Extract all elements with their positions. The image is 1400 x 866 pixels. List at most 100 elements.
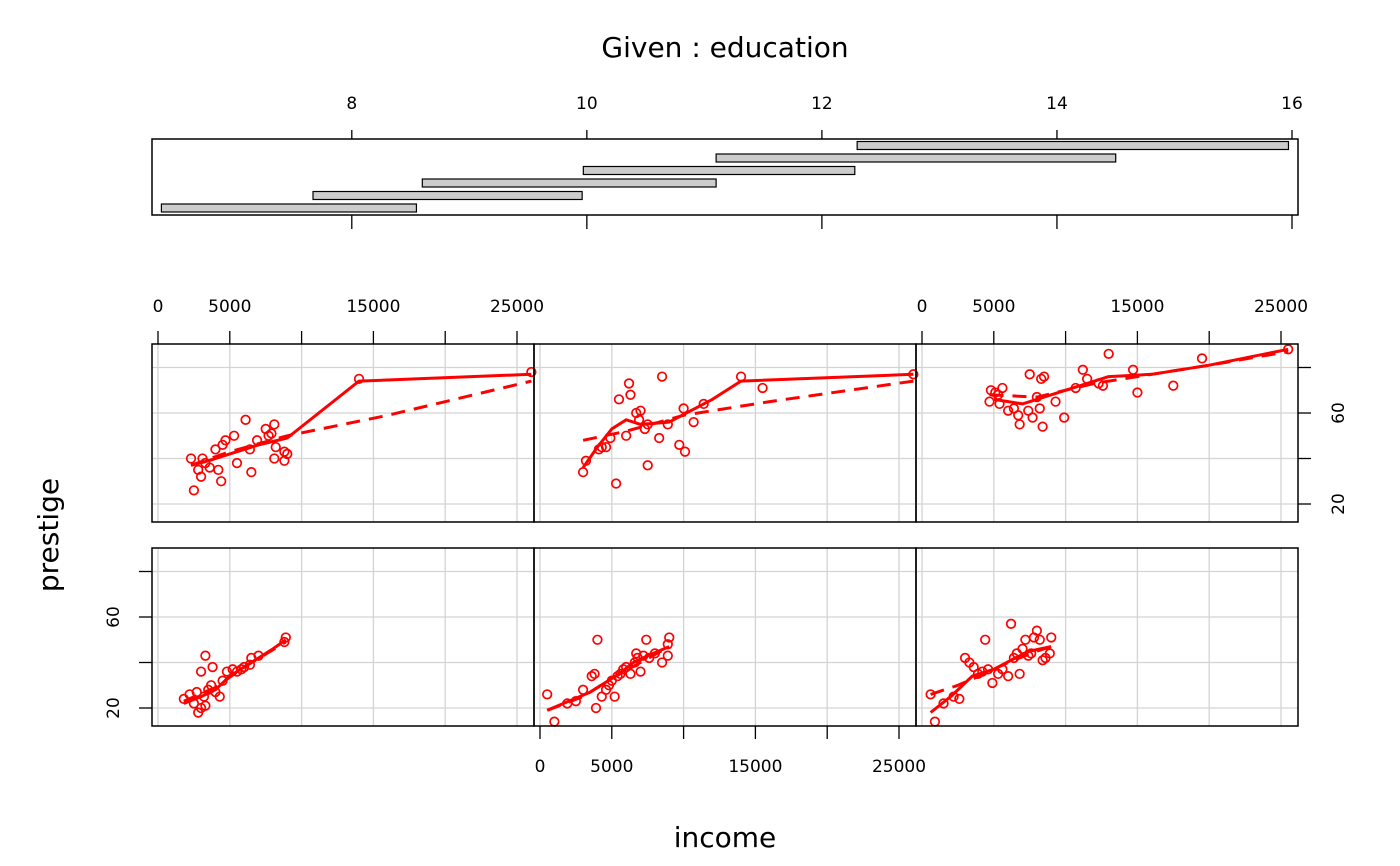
data-point xyxy=(185,453,197,464)
data-point xyxy=(239,661,250,673)
data-point xyxy=(1020,634,1031,645)
scatter-panel xyxy=(915,547,1299,727)
data-point xyxy=(994,398,1005,410)
data-point xyxy=(698,398,709,410)
panel-frame xyxy=(915,547,1299,727)
data-point xyxy=(1034,403,1045,414)
data-point xyxy=(980,634,991,645)
data-point xyxy=(656,371,668,382)
data-point xyxy=(656,657,668,668)
data-point xyxy=(623,378,635,389)
data-point xyxy=(977,666,988,677)
data-point xyxy=(216,476,227,487)
data-point xyxy=(207,661,218,673)
data-point xyxy=(592,634,603,645)
data-point xyxy=(609,691,620,702)
data-point xyxy=(1168,380,1179,391)
data-point xyxy=(200,700,211,711)
data-point xyxy=(195,471,207,482)
given-tick-label: 10 xyxy=(576,94,598,114)
data-point xyxy=(612,671,623,682)
data-point xyxy=(997,664,1008,675)
data-point xyxy=(662,419,673,430)
data-point xyxy=(1037,421,1048,432)
x-tick-label: 25000 xyxy=(490,297,544,317)
data-point xyxy=(635,666,646,677)
data-point xyxy=(1097,380,1109,391)
data-point xyxy=(1077,364,1088,375)
scatter-panel xyxy=(915,343,1299,523)
data-point xyxy=(641,634,652,645)
data-point xyxy=(908,369,919,380)
data-point xyxy=(270,441,281,453)
data-point xyxy=(674,439,685,451)
data-point xyxy=(757,382,768,394)
data-point xyxy=(997,382,1008,394)
data-point xyxy=(244,659,256,670)
given-frame xyxy=(151,138,1299,216)
data-point xyxy=(1059,412,1070,423)
data-point xyxy=(253,650,264,661)
data-point xyxy=(948,691,959,702)
y-tick-label: 20 xyxy=(1329,493,1349,515)
data-point xyxy=(1132,387,1143,398)
data-point xyxy=(188,485,200,496)
data-point xyxy=(600,441,612,453)
data-point xyxy=(664,632,675,643)
data-point xyxy=(213,464,224,476)
data-point xyxy=(580,455,592,466)
y-tick-label: 20 xyxy=(104,697,124,719)
data-point xyxy=(678,403,689,414)
data-point xyxy=(577,684,589,695)
data-point xyxy=(526,366,537,378)
data-point xyxy=(929,716,941,727)
y-tick-label: 60 xyxy=(1329,402,1349,424)
data-point xyxy=(618,664,629,675)
data-point xyxy=(282,448,293,460)
data-point xyxy=(240,414,251,425)
data-point xyxy=(621,430,632,441)
data-point xyxy=(987,677,998,689)
data-point xyxy=(1081,373,1093,385)
x-tick-label: 25000 xyxy=(872,757,926,777)
data-point xyxy=(642,419,653,430)
y-axes: 20 60 20 60 xyxy=(104,366,1349,719)
data-point xyxy=(1038,371,1050,382)
data-point xyxy=(542,689,553,700)
data-point xyxy=(1025,648,1037,659)
given-interval-bar xyxy=(582,165,856,176)
data-point xyxy=(266,428,277,439)
data-point xyxy=(1027,412,1038,423)
data-point xyxy=(269,453,280,464)
data-point xyxy=(251,435,263,446)
data-point xyxy=(191,686,202,698)
data-point xyxy=(195,666,207,677)
given-interval-bar xyxy=(312,190,583,201)
data-point xyxy=(577,467,589,478)
data-point xyxy=(610,478,622,489)
data-point xyxy=(632,652,643,664)
scatter-panel xyxy=(533,547,917,727)
given-tick-label: 8 xyxy=(346,94,357,114)
x-tick-label: 5000 xyxy=(208,297,251,317)
data-point xyxy=(688,416,699,428)
data-point xyxy=(188,698,200,709)
data-point xyxy=(1034,634,1045,645)
data-point xyxy=(642,460,653,471)
given-interval-bar xyxy=(160,203,418,213)
data-point xyxy=(221,666,233,677)
data-point xyxy=(1003,405,1014,416)
given-title: Given : education xyxy=(601,31,848,64)
data-point xyxy=(625,389,636,400)
scatter-panel xyxy=(151,343,537,523)
data-point xyxy=(649,648,661,659)
data-point xyxy=(280,632,291,643)
data-point xyxy=(605,432,616,444)
data-point xyxy=(1283,344,1294,355)
given-tick-label: 12 xyxy=(811,94,833,114)
data-point xyxy=(1127,364,1139,375)
x-axes: 0 5000 15000 25000 0 5000 15000 25000 0 5000 15000… xyxy=(153,297,1308,777)
data-point xyxy=(244,444,256,455)
data-point xyxy=(589,668,600,680)
